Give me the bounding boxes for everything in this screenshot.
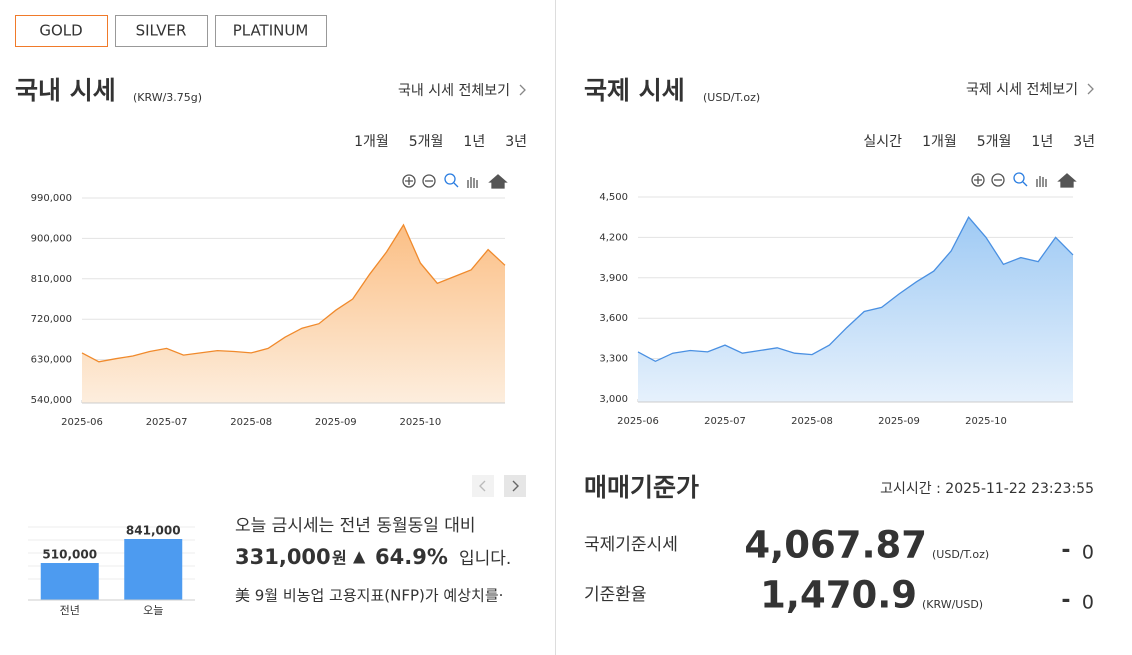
x-tick-label: 2025-06	[617, 416, 659, 427]
tab-label: SILVER	[136, 22, 187, 40]
y-tick-label: 630,000	[31, 355, 72, 366]
y-tick-label: 810,000	[31, 274, 72, 285]
next-button[interactable]	[504, 475, 526, 497]
news-ticker[interactable]: 美 9월 비농업 고용지표(NFP)가 예상치를·	[235, 587, 503, 605]
y-tick-label: 4,200	[599, 232, 628, 243]
price-line	[637, 216, 1074, 363]
x-tick-label: 2025-07	[704, 416, 746, 427]
y-tick-label: 990,000	[31, 193, 72, 204]
y-tick-label: 3,300	[599, 354, 628, 365]
price-line	[81, 223, 506, 363]
row-unit: (USD/T.oz)	[932, 548, 989, 561]
y-tick-label: 3,900	[599, 273, 628, 284]
unit: (KRW/3.75g)	[133, 91, 202, 104]
tabs: GOLD SILVER PLATINUM	[15, 15, 327, 47]
x-tick-label: 2025-09	[315, 417, 357, 428]
y-tick-label: 540,000	[31, 395, 72, 406]
notice-time: 고시시간 : 2025-11-22 23:23:55	[880, 481, 1094, 497]
diff-percent: 64.9%	[375, 545, 448, 569]
y-tick-label: 3,600	[599, 313, 628, 324]
row-value: 4,067.87	[744, 524, 927, 567]
area-fill	[638, 217, 1073, 402]
change-value: 0	[1082, 542, 1094, 564]
area-fill	[82, 224, 505, 403]
x-tick-label: 전년	[60, 604, 80, 617]
x-tick-label: 2025-10	[400, 417, 442, 428]
summary-suffix: 입니다.	[459, 549, 511, 569]
y-tick-label: 4,500	[599, 192, 628, 203]
period-tab[interactable]: 1년	[1031, 134, 1053, 150]
period-tab[interactable]: 3년	[1073, 134, 1095, 150]
currency: 원	[332, 549, 347, 568]
section-title: 국내 시세	[15, 76, 116, 105]
prev-button[interactable]	[472, 475, 494, 497]
change-value: 0	[1082, 592, 1094, 614]
row-label: 국제기준시세	[584, 535, 678, 555]
bar	[124, 539, 183, 600]
diff-amount: 331,000	[235, 545, 331, 569]
period-tab[interactable]: 1개월	[922, 134, 957, 150]
period-tab[interactable]: 실시간	[863, 134, 902, 150]
tab-label: GOLD	[39, 22, 82, 40]
period-tabs: 3년 1년 5개월 1개월	[354, 134, 527, 150]
period-tabs: 3년 1년 5개월 1개월 실시간	[863, 134, 1095, 150]
row-unit: (KRW/USD)	[922, 598, 983, 611]
row-value: 1,470.9	[760, 574, 917, 617]
period-tab[interactable]: 3년	[505, 134, 527, 150]
period-tab[interactable]: 1개월	[354, 134, 389, 150]
tab-label: PLATINUM	[233, 22, 309, 40]
value-label: 510,000	[42, 548, 97, 562]
x-tick-label: 2025-08	[230, 417, 272, 428]
view-all-link[interactable]: 국내 시세 전체보기	[398, 83, 510, 99]
view-all-link[interactable]: 국제 시세 전체보기	[966, 82, 1078, 98]
bar	[40, 563, 99, 600]
up-arrow: ▲	[353, 547, 366, 566]
value-label: 841,000	[126, 524, 181, 538]
chevron	[479, 480, 486, 492]
summary-text: 오늘 금시세는 전년 동월동일 대비	[235, 516, 476, 536]
period-tab[interactable]: 5개월	[409, 134, 444, 150]
chart-toolbar[interactable]	[402, 172, 1077, 189]
y-tick-label: 3,000	[599, 394, 628, 405]
x-tick-label: 오늘	[143, 604, 163, 617]
unit: (USD/T.oz)	[703, 91, 760, 104]
chevron	[512, 480, 519, 492]
change-sign: -	[1061, 588, 1070, 613]
chevron	[519, 84, 526, 96]
x-tick-label: 2025-07	[146, 417, 188, 428]
x-tick-label: 2025-10	[965, 416, 1007, 427]
y-tick-label: 900,000	[31, 233, 72, 244]
tab[interactable]	[115, 15, 208, 47]
tab[interactable]	[215, 15, 327, 47]
period-tab[interactable]: 1년	[463, 134, 485, 150]
y-tick-label: 720,000	[31, 314, 72, 325]
x-tick-label: 2025-06	[61, 417, 103, 428]
section-title: 국제 시세	[584, 76, 685, 105]
x-tick-label: 2025-09	[878, 416, 920, 427]
row-label: 기준환율	[584, 585, 647, 605]
change-sign: -	[1061, 538, 1070, 563]
section-title: 매매기준가	[584, 473, 699, 502]
tab[interactable]	[15, 15, 108, 47]
x-tick-label: 2025-08	[791, 416, 833, 427]
chevron	[1087, 83, 1094, 95]
period-tab[interactable]: 5개월	[977, 134, 1012, 150]
